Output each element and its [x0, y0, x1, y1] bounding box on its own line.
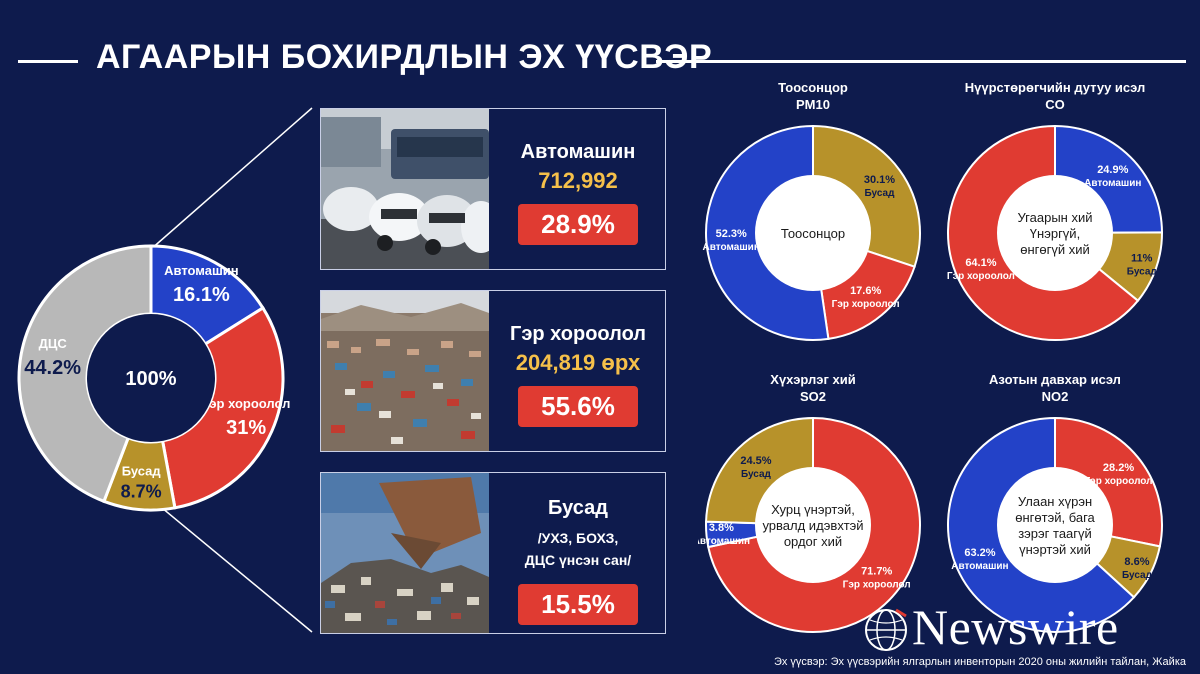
no2-slice-label: Гэр хороолол — [1085, 476, 1153, 487]
card-other-title: Бусад — [548, 497, 608, 519]
main-slice-value: 31% — [226, 417, 266, 439]
pm10-donut-chart: Тоосонцор PM10 30.1% Бусад 17.6% Гэр хороолол… — [703, 80, 921, 341]
no2-donut-chart: Азотын давхар исэл NO2 28.2% Гэр хороолол 8.… — [947, 372, 1163, 633]
card-cars-info: Автомашин 712,992 28.9% — [491, 109, 665, 269]
co-subtitle: CO — [1045, 97, 1065, 112]
no2-title: Азотын давхар исэл — [989, 372, 1121, 387]
co-slice-label: Гэр хороолол — [947, 271, 1015, 282]
pm10-slice-label: Гэр хороолол — [832, 299, 900, 310]
so2-center-text: ордог хий — [784, 534, 842, 549]
card-ger-value: 204,819 өрх — [515, 350, 641, 375]
co-donut-chart: Нүүрстөрөгчийн дутуу исэл CO 24.9% Автомаши… — [947, 80, 1164, 341]
traffic-photo — [321, 109, 489, 269]
title-line-right — [656, 60, 1186, 63]
main-slice-label: ДЦС — [39, 336, 68, 351]
no2-center-text: өнгөтэй, бага — [1015, 510, 1095, 525]
newswire-logo: Newswire — [862, 599, 1182, 660]
card-other-info: Бусад /УХЗ, БОХЗ, ДЦС үнсэн сан/ 15.5% — [491, 473, 665, 633]
landfill-photo — [321, 473, 489, 633]
card-cars: Автомашин 712,992 28.9% — [320, 108, 666, 270]
pm10-center-text: Тоосонцор — [781, 226, 845, 241]
pm10-slice-label: Автомашин — [703, 242, 760, 253]
main-slice-label: Гэр хороолол — [202, 396, 290, 411]
so2-center-text: Хурц үнэртэй, — [771, 502, 855, 517]
co-slice-label: Автомашин — [1084, 178, 1141, 189]
so2-subtitle: SO2 — [800, 389, 826, 404]
title-line-left — [18, 60, 78, 63]
card-ger-percent: 55.6% — [518, 386, 638, 427]
co-center-text: өнгөгүй хий — [1020, 242, 1090, 257]
co-slice-value: 64.1% — [965, 257, 996, 269]
no2-center-text: зэрэг таагүй — [1018, 526, 1092, 541]
so2-slice-value: 71.7% — [861, 566, 892, 578]
card-cars-value: 712,992 — [538, 168, 618, 193]
main-slice-label: Бусад — [122, 464, 162, 479]
so2-donut-chart: Хүхэрлэг хий SO2 71.7% Гэр хороолол 3.8% Авто… — [698, 372, 921, 633]
source-note: Эх үүсвэр: Эх үүсвэрийн ялгарлын инвенто… — [773, 656, 1186, 668]
pm10-slice-value: 30.1% — [864, 174, 895, 186]
no2-slice-value: 63.2% — [964, 547, 995, 559]
no2-slice-label: Бусад — [1122, 570, 1153, 581]
main-center-label: 100% — [125, 368, 176, 390]
card-ger: Гэр хороолол 204,819 өрх 55.6% — [320, 290, 666, 452]
so2-title: Хүхэрлэг хий — [770, 372, 855, 387]
main-slice-value: 8.7% — [121, 482, 162, 502]
pm10-subtitle: PM10 — [796, 97, 830, 112]
so2-slice-label: Бусад — [741, 469, 772, 480]
so2-slice-value: 3.8% — [709, 522, 734, 534]
no2-center-text: үнэртэй хий — [1019, 542, 1091, 557]
co-center-text: Угаарын хий — [1018, 210, 1093, 225]
no2-slice-value: 8.6% — [1124, 556, 1149, 568]
so2-slice-label: Автомашин — [698, 536, 750, 547]
ger-district-photo — [321, 291, 489, 451]
so2-slice-value: 24.5% — [740, 455, 771, 467]
card-other: Бусад /УХЗ, БОХЗ, ДЦС үнсэн сан/ 15.5% — [320, 472, 666, 634]
main-donut-chart: Автомашин 16.1% Гэр хороолол 31% Бусад 8.7% ДЦ… — [17, 244, 290, 512]
co-slice-label: Бусад — [1127, 267, 1158, 278]
card-other-sub-2: ДЦС үнсэн сан/ — [524, 552, 632, 568]
so2-center-text: урвалд идэвхтэй — [762, 518, 863, 533]
co-slice-value: 24.9% — [1097, 164, 1128, 176]
so2-slice-label: Гэр хороолол — [843, 580, 911, 591]
main-slice-label: Автомашин — [164, 263, 239, 278]
card-cars-title: Автомашин — [520, 141, 636, 163]
card-other-sub-1: /УХЗ, БОХЗ, — [537, 530, 619, 546]
pm10-title: Тоосонцор — [778, 80, 848, 95]
co-center-text: Үнэргүй, — [1030, 226, 1080, 241]
no2-center-text: Улаан хүрэн — [1018, 494, 1092, 509]
no2-slice-value: 28.2% — [1103, 462, 1134, 474]
co-slice-value: 11% — [1131, 253, 1153, 265]
main-slice-value: 16.1% — [173, 284, 230, 306]
main-slice-value: 44.2% — [24, 357, 81, 379]
card-other-percent: 15.5% — [518, 584, 638, 625]
pm10-slice-label: Бусад — [865, 188, 896, 199]
no2-slice-label: Автомашин — [951, 561, 1008, 572]
pm10-slice-value: 52.3% — [716, 228, 747, 240]
brand-name: Newswire — [912, 599, 1119, 655]
card-ger-info: Гэр хороолол 204,819 өрх 55.6% — [491, 291, 665, 451]
pm10-slice-value: 17.6% — [850, 285, 881, 297]
co-title: Нүүрстөрөгчийн дутуу исэл — [965, 80, 1146, 95]
globe-icon — [865, 608, 907, 651]
no2-subtitle: NO2 — [1042, 389, 1069, 404]
page-title: АГААРЫН БОХИРДЛЫН ЭХ ҮҮСВЭР — [96, 38, 713, 76]
card-cars-percent: 28.9% — [518, 204, 638, 245]
card-ger-title: Гэр хороолол — [509, 323, 646, 345]
